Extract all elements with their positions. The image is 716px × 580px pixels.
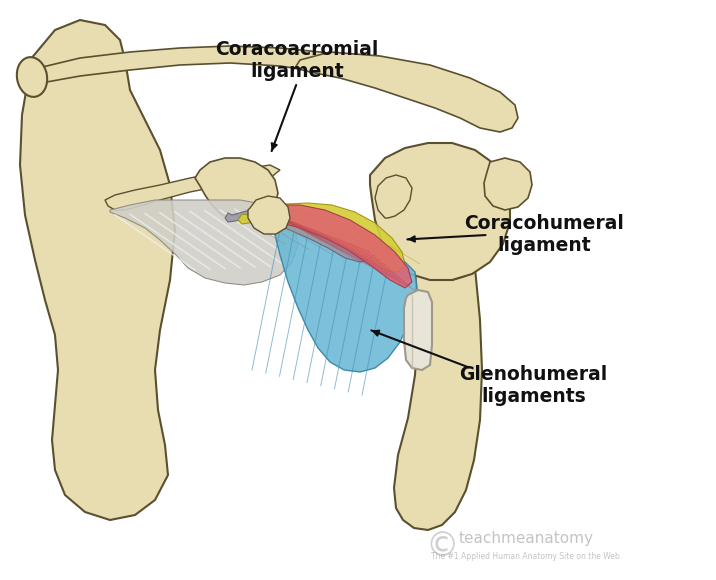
Polygon shape — [375, 175, 412, 218]
Polygon shape — [370, 143, 510, 280]
Text: Glenohumeral
ligaments: Glenohumeral ligaments — [459, 365, 608, 406]
Text: Coracoacromial
ligament: Coracoacromial ligament — [216, 41, 379, 81]
Text: teachmeanatomy: teachmeanatomy — [459, 531, 594, 546]
Polygon shape — [110, 200, 298, 285]
Text: The #1 Applied Human Anatomy Site on the Web.: The #1 Applied Human Anatomy Site on the… — [431, 552, 621, 561]
Polygon shape — [295, 52, 518, 132]
Polygon shape — [195, 158, 278, 220]
Polygon shape — [258, 205, 412, 288]
Polygon shape — [225, 208, 375, 262]
Polygon shape — [105, 165, 280, 210]
Polygon shape — [22, 46, 375, 85]
Polygon shape — [248, 196, 290, 234]
Polygon shape — [484, 158, 532, 210]
Ellipse shape — [16, 57, 47, 97]
Polygon shape — [394, 268, 482, 530]
Polygon shape — [404, 290, 432, 370]
Text: Coracohumeral
ligament: Coracohumeral ligament — [464, 215, 624, 255]
Polygon shape — [238, 203, 405, 272]
Text: ©: © — [426, 531, 459, 563]
Polygon shape — [275, 215, 418, 372]
Polygon shape — [20, 20, 175, 520]
